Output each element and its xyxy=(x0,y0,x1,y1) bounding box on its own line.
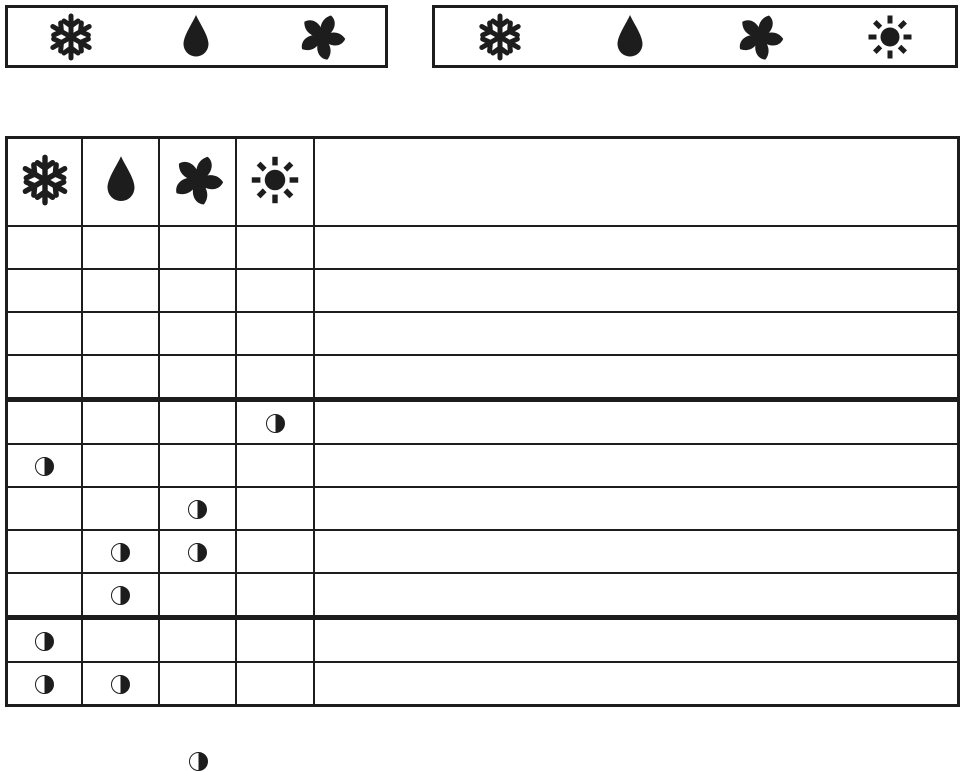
cell-fan xyxy=(158,225,237,270)
cell-blank xyxy=(313,354,960,401)
table-row xyxy=(5,354,960,401)
cell-drop xyxy=(81,354,160,401)
cell-fan xyxy=(158,529,237,574)
cell-blank xyxy=(313,268,960,313)
cell-drop xyxy=(81,225,160,270)
legend-box-cool-dry-fan-heat xyxy=(432,5,958,68)
cell-fan xyxy=(158,661,237,707)
table-row xyxy=(5,311,960,356)
cell-drop xyxy=(81,397,160,445)
cell-fan xyxy=(158,354,237,401)
cell-snowflake xyxy=(5,354,83,401)
cell-blank xyxy=(313,443,960,488)
table-row xyxy=(5,572,960,619)
footnote-marker-row xyxy=(189,752,208,771)
drop-icon xyxy=(171,12,221,62)
cell-snowflake xyxy=(5,615,83,663)
cell-snowflake xyxy=(5,572,83,619)
cell-snowflake xyxy=(5,443,83,488)
cell-snowflake xyxy=(5,529,83,574)
cell-sun xyxy=(235,268,315,313)
cell-fan xyxy=(158,486,237,531)
fan-icon xyxy=(171,153,225,207)
cell-drop xyxy=(81,311,160,356)
snowflake-icon xyxy=(46,12,96,62)
half-circle-marker xyxy=(111,674,130,694)
cell-blank xyxy=(313,397,960,445)
cell-blank xyxy=(313,311,960,356)
half-circle-marker xyxy=(35,456,54,476)
header-cell-snowflake xyxy=(5,136,83,227)
table-row xyxy=(5,661,960,707)
table-row xyxy=(5,268,960,313)
cell-sun xyxy=(235,529,315,574)
cell-sun xyxy=(235,486,315,531)
half-circle-marker xyxy=(111,542,130,562)
cell-fan xyxy=(158,572,237,619)
cell-blank xyxy=(313,225,960,270)
table-row xyxy=(5,615,960,663)
drop-icon xyxy=(94,153,148,207)
cell-drop xyxy=(81,615,160,663)
cell-sun xyxy=(235,311,315,356)
half-circle-marker xyxy=(35,674,54,694)
cell-blank xyxy=(313,529,960,574)
table-row xyxy=(5,486,960,531)
table-row xyxy=(5,397,960,445)
cell-sun xyxy=(235,615,315,663)
cell-snowflake xyxy=(5,225,83,270)
cell-snowflake xyxy=(5,397,83,445)
half-circle-marker xyxy=(189,752,208,771)
cell-snowflake xyxy=(5,661,83,707)
legend-box-cool-dry-fan xyxy=(5,5,388,68)
cell-sun xyxy=(235,354,315,401)
header-cell-fan xyxy=(158,136,237,227)
header-cell-drop xyxy=(81,136,160,227)
cell-fan xyxy=(158,443,237,488)
header-cell-blank xyxy=(313,136,960,227)
cell-fan xyxy=(158,397,237,445)
fan-icon xyxy=(297,12,347,62)
fan-icon xyxy=(735,12,785,62)
snowflake-icon xyxy=(475,12,525,62)
cell-sun xyxy=(235,397,315,445)
cell-fan xyxy=(158,615,237,663)
half-circle-marker xyxy=(111,585,130,605)
cell-fan xyxy=(158,268,237,313)
table-header-row xyxy=(5,136,960,227)
cell-blank xyxy=(313,486,960,531)
sun-icon xyxy=(865,12,915,62)
cell-snowflake xyxy=(5,311,83,356)
cell-sun xyxy=(235,225,315,270)
cell-sun xyxy=(235,443,315,488)
half-circle-marker xyxy=(265,413,285,433)
cell-snowflake xyxy=(5,486,83,531)
cell-drop xyxy=(81,443,160,488)
half-circle-marker xyxy=(188,499,207,519)
mode-availability-table xyxy=(5,136,960,707)
cell-blank xyxy=(313,661,960,707)
half-circle-marker xyxy=(188,542,207,562)
snowflake-icon xyxy=(18,153,72,207)
drop-icon xyxy=(605,12,655,62)
sun-icon xyxy=(248,153,302,207)
table-row xyxy=(5,443,960,488)
cell-drop xyxy=(81,486,160,531)
cell-sun xyxy=(235,661,315,707)
table-row xyxy=(5,225,960,270)
cell-snowflake xyxy=(5,268,83,313)
cell-blank xyxy=(313,572,960,619)
cell-sun xyxy=(235,572,315,619)
cell-fan xyxy=(158,311,237,356)
cell-drop xyxy=(81,572,160,619)
cell-drop xyxy=(81,529,160,574)
cell-blank xyxy=(313,615,960,663)
header-cell-sun xyxy=(235,136,315,227)
half-circle-marker xyxy=(35,631,54,651)
cell-drop xyxy=(81,268,160,313)
cell-drop xyxy=(81,661,160,707)
table-row xyxy=(5,529,960,574)
